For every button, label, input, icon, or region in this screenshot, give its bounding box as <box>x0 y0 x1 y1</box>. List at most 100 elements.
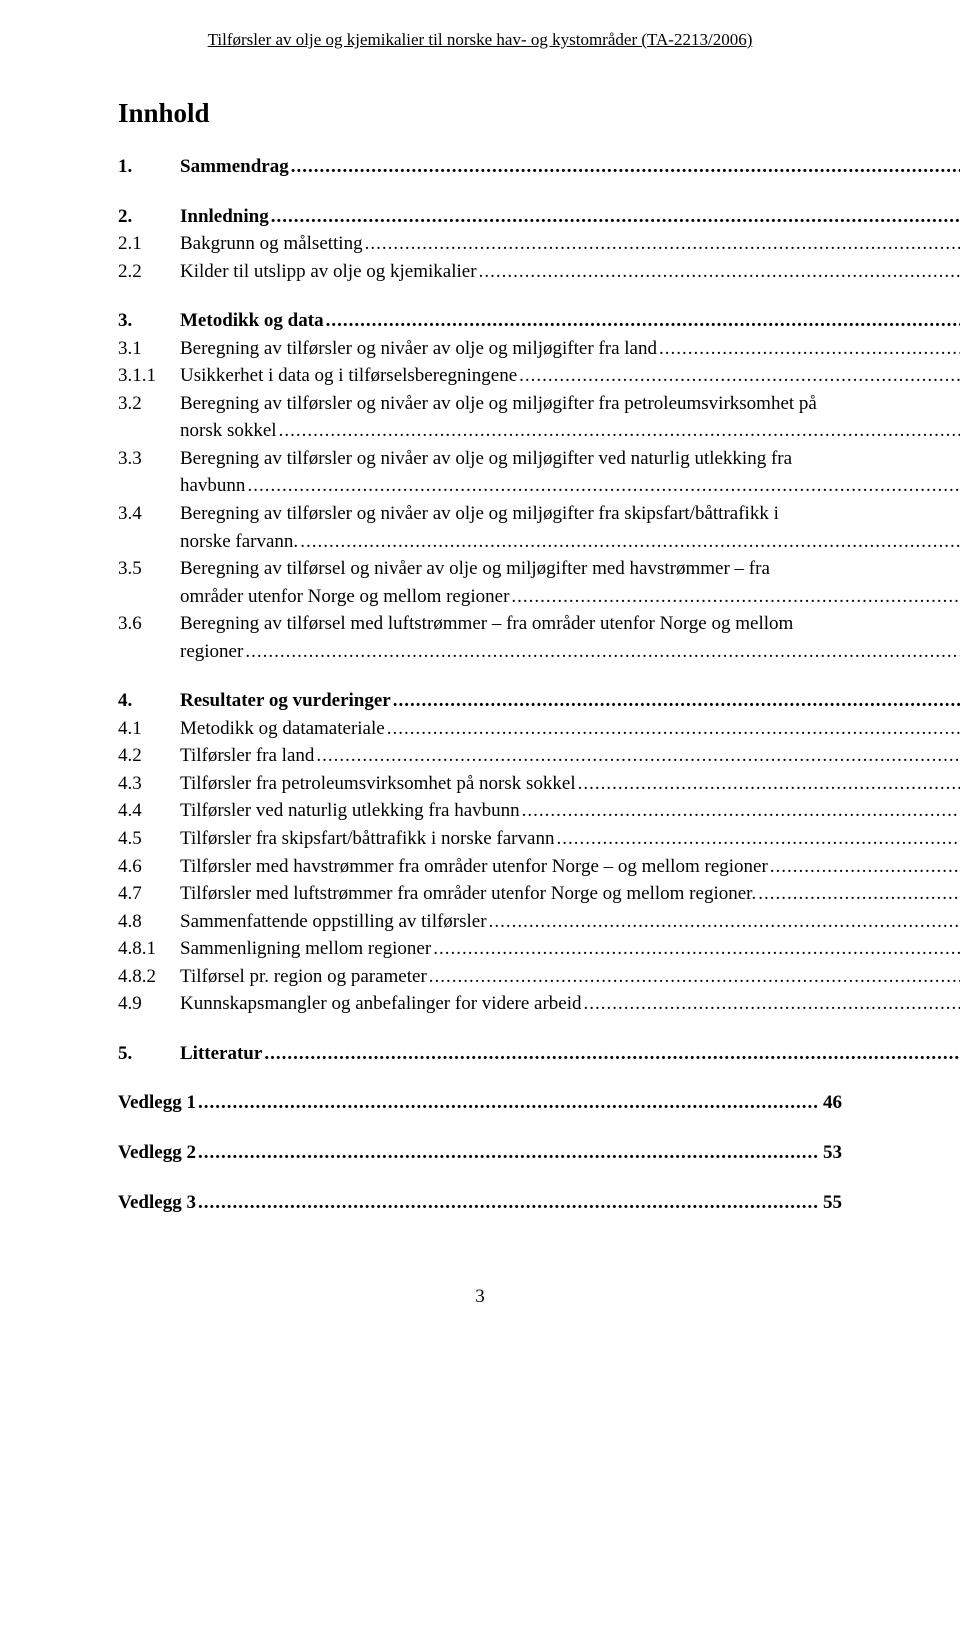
toc-label-line: Beregning av tilførsler og nivåer av olj… <box>180 500 960 528</box>
toc-leader-dots <box>487 908 960 936</box>
appendix-label: Vedlegg 2 <box>118 1139 196 1167</box>
toc-label-wrap: Tilførsler fra petroleumsvirksomhet på n… <box>180 770 960 798</box>
page-header: Tilførsler av olje og kjemikalier til no… <box>118 30 842 50</box>
toc-last-line: Metodikk og data10 <box>180 307 960 335</box>
toc-row: 1.Sammendrag4 <box>118 153 842 181</box>
toc-number: 4.5 <box>118 825 180 853</box>
toc-number: 2. <box>118 203 180 231</box>
toc-label: Sammenfattende oppstilling av tilførsler <box>180 908 487 936</box>
toc-last-line: Tilførsler fra land29 <box>180 742 960 770</box>
toc-leader-dots <box>385 715 960 743</box>
toc-last-line: Sammenfattende oppstilling av tilførsler… <box>180 908 960 936</box>
toc-last-line: havbunn20 <box>180 472 960 500</box>
toc-container: 1.Sammendrag4 2.Innledning72.1Bakgrunn og… <box>118 153 842 1067</box>
appendix-label: Vedlegg 3 <box>118 1189 196 1217</box>
toc-last-line: Tilførsler ved naturlig utlekking fra ha… <box>180 797 960 825</box>
toc-label-wrap: Kilder til utslipp av olje og kjemikalie… <box>180 258 960 286</box>
toc-leader-dots <box>269 203 960 231</box>
toc-number: 4.6 <box>118 853 180 881</box>
toc-number: 5. <box>118 1040 180 1068</box>
toc-row: 4.8.1Sammenligning mellom regioner37 <box>118 935 842 963</box>
toc-leader-dots <box>289 153 960 181</box>
toc-label-line: Beregning av tilførsler og nivåer av olj… <box>180 445 960 473</box>
toc-row: 2.2Kilder til utslipp av olje og kjemika… <box>118 258 842 286</box>
toc-label-wrap: Sammendrag4 <box>180 153 960 181</box>
toc-leader-dots <box>509 583 960 611</box>
toc-leader-dots <box>391 687 960 715</box>
toc-number: 4.8.2 <box>118 963 180 991</box>
toc-leader-dots <box>363 230 960 258</box>
toc-leader-dots <box>431 935 960 963</box>
toc-label-wrap: Tilførsler ved naturlig utlekking fra ha… <box>180 797 960 825</box>
toc-last-line: Resultater og vurderinger27 <box>180 687 960 715</box>
toc-row: 4.1Metodikk og datamateriale27 <box>118 715 842 743</box>
toc-label-wrap: Metodikk og datamateriale27 <box>180 715 960 743</box>
toc-label-wrap: Beregning av tilførsler og nivåer av olj… <box>180 445 960 500</box>
toc-label-wrap: Metodikk og data10 <box>180 307 960 335</box>
toc-leader-dots <box>582 990 960 1018</box>
toc-label: Kunnskapsmangler og anbefalinger for vid… <box>180 990 582 1018</box>
toc-number: 3.4 <box>118 500 180 528</box>
toc-number: 3. <box>118 307 180 335</box>
toc-section: 4.Resultater og vurderinger274.1Metodikk… <box>118 687 842 1018</box>
toc-row: 4.6Tilførsler med havstrømmer fra område… <box>118 853 842 881</box>
toc-section: 3.Metodikk og data103.1Beregning av tilf… <box>118 307 842 665</box>
toc-row: 4.Resultater og vurderinger27 <box>118 687 842 715</box>
toc-label: Beregning av tilførsler og nivåer av olj… <box>180 335 657 363</box>
toc-label: regioner <box>180 638 243 666</box>
toc-last-line: områder utenfor Norge og mellom regioner… <box>180 583 960 611</box>
toc-label-line: Beregning av tilførsler og nivåer av olj… <box>180 390 960 418</box>
toc-row: 4.2Tilførsler fra land29 <box>118 742 842 770</box>
toc-leader-dots <box>262 1040 960 1068</box>
toc-row: 4.7Tilførsler med luftstrømmer fra områd… <box>118 880 842 908</box>
toc-leader-dots <box>657 335 960 363</box>
toc-label-wrap: Tilførsel pr. region og parameter38 <box>180 963 960 991</box>
document-page: Tilførsler av olje og kjemikalier til no… <box>0 0 960 1348</box>
toc-leader-dots <box>520 797 960 825</box>
appendix-page-ref: 46 <box>819 1089 842 1117</box>
toc-label-wrap: Kunnskapsmangler og anbefalinger for vid… <box>180 990 960 1018</box>
toc-number: 3.6 <box>118 610 180 638</box>
toc-row: 3.5Beregning av tilførsel og nivåer av o… <box>118 555 842 610</box>
toc-last-line: Tilførsler med havstrømmer fra områder u… <box>180 853 960 881</box>
toc-number: 4.8 <box>118 908 180 936</box>
toc-section: 5.Litteratur45 <box>118 1040 842 1068</box>
toc-row: 3.Metodikk og data10 <box>118 307 842 335</box>
toc-section: 2.Innledning72.1Bakgrunn og målsetting72… <box>118 203 842 286</box>
toc-label-wrap: Beregning av tilførsel med luftstrømmer … <box>180 610 960 665</box>
toc-number: 2.1 <box>118 230 180 258</box>
toc-number: 4.2 <box>118 742 180 770</box>
toc-title: Innhold <box>118 98 842 129</box>
appendix-page-ref: 53 <box>819 1139 842 1167</box>
toc-row: 3.6Beregning av tilførsel med luftstrømm… <box>118 610 842 665</box>
toc-label-wrap: Beregning av tilførsler og nivåer av olj… <box>180 390 960 445</box>
toc-number: 3.3 <box>118 445 180 473</box>
toc-label-wrap: Tilførsler med havstrømmer fra områder u… <box>180 853 960 881</box>
toc-number: 3.1.1 <box>118 362 180 390</box>
toc-label: havbunn <box>180 472 245 500</box>
toc-label-wrap: Beregning av tilførsler og nivåer av olj… <box>180 335 960 363</box>
appendix-row: Vedlegg 3 55 <box>118 1189 842 1217</box>
toc-number: 4. <box>118 687 180 715</box>
appendix-page-ref: 55 <box>819 1189 842 1217</box>
toc-label: Usikkerhet i data og i tilførselsberegni… <box>180 362 517 390</box>
toc-label: Tilførsel pr. region og parameter <box>180 963 427 991</box>
toc-number: 2.2 <box>118 258 180 286</box>
toc-label: Kilder til utslipp av olje og kjemikalie… <box>180 258 477 286</box>
toc-label-wrap: Beregning av tilførsler og nivåer av olj… <box>180 500 960 555</box>
toc-leader-dots <box>196 1089 819 1117</box>
toc-label: Sammenligning mellom regioner <box>180 935 431 963</box>
toc-label: Tilførsler fra skipsfart/båttrafikk i no… <box>180 825 554 853</box>
toc-label: Bakgrunn og målsetting <box>180 230 363 258</box>
toc-last-line: Tilførsel pr. region og parameter38 <box>180 963 960 991</box>
toc-leader-dots <box>243 638 960 666</box>
toc-last-line: norsk sokkel18 <box>180 417 960 445</box>
toc-last-line: Metodikk og datamateriale27 <box>180 715 960 743</box>
toc-label-line: Beregning av tilførsel og nivåer av olje… <box>180 555 960 583</box>
toc-label: Tilførsler fra land <box>180 742 314 770</box>
appendix-container: Vedlegg 146Vedlegg 253Vedlegg 355 <box>118 1089 842 1216</box>
toc-last-line: Usikkerhet i data og i tilførselsberegni… <box>180 362 960 390</box>
toc-leader-dots <box>324 307 960 335</box>
toc-number: 4.8.1 <box>118 935 180 963</box>
toc-label: Metodikk og datamateriale <box>180 715 385 743</box>
